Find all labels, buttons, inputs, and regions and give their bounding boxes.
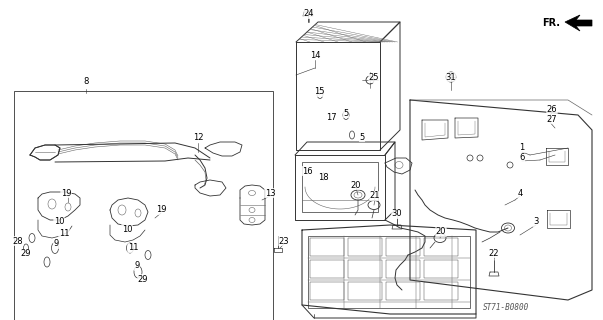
Text: 29: 29 bbox=[21, 250, 31, 259]
Text: 9: 9 bbox=[54, 239, 58, 249]
Text: 18: 18 bbox=[318, 172, 328, 181]
Bar bbox=[302, 162, 378, 212]
Bar bbox=[424, 260, 458, 278]
Text: 19: 19 bbox=[156, 205, 166, 214]
Bar bbox=[348, 282, 382, 300]
Bar bbox=[348, 260, 382, 278]
Bar bbox=[386, 260, 420, 278]
Bar bbox=[386, 282, 420, 300]
Bar bbox=[308, 236, 470, 308]
Text: 23: 23 bbox=[279, 236, 289, 245]
Text: 13: 13 bbox=[265, 188, 276, 197]
Text: 11: 11 bbox=[58, 228, 69, 237]
Text: 4: 4 bbox=[517, 188, 523, 197]
Text: 25: 25 bbox=[369, 74, 379, 83]
Text: ST71-B0800: ST71-B0800 bbox=[483, 303, 529, 313]
Bar bbox=[310, 238, 344, 256]
Bar bbox=[386, 238, 420, 256]
Text: 31: 31 bbox=[446, 73, 456, 82]
Text: 10: 10 bbox=[54, 218, 65, 227]
Text: 6: 6 bbox=[519, 154, 525, 163]
Text: 1: 1 bbox=[519, 143, 525, 153]
Text: 11: 11 bbox=[128, 244, 138, 252]
Text: 20: 20 bbox=[351, 180, 361, 189]
Bar bbox=[424, 282, 458, 300]
Bar bbox=[14, 91, 273, 320]
Text: 14: 14 bbox=[310, 51, 320, 60]
Bar bbox=[424, 238, 458, 256]
Text: 19: 19 bbox=[61, 188, 71, 197]
Text: 9: 9 bbox=[134, 261, 140, 270]
Text: 17: 17 bbox=[326, 114, 336, 123]
Bar bbox=[348, 238, 382, 256]
Bar bbox=[310, 260, 344, 278]
Text: 8: 8 bbox=[83, 76, 89, 85]
Text: 20: 20 bbox=[436, 228, 446, 236]
Text: 5: 5 bbox=[343, 108, 349, 117]
Text: 15: 15 bbox=[314, 87, 324, 97]
Polygon shape bbox=[565, 15, 592, 31]
Text: 16: 16 bbox=[302, 166, 312, 175]
Text: 28: 28 bbox=[13, 236, 24, 245]
Text: 26: 26 bbox=[547, 105, 557, 114]
Bar bbox=[310, 282, 344, 300]
Text: 5: 5 bbox=[359, 132, 365, 141]
Text: 22: 22 bbox=[489, 249, 499, 258]
Text: 29: 29 bbox=[137, 275, 148, 284]
Text: 10: 10 bbox=[122, 225, 132, 234]
Text: 12: 12 bbox=[193, 133, 203, 142]
Text: 21: 21 bbox=[370, 191, 380, 201]
Text: FR.: FR. bbox=[542, 18, 560, 28]
Text: 30: 30 bbox=[392, 210, 402, 219]
Text: 3: 3 bbox=[533, 218, 538, 227]
Text: 27: 27 bbox=[547, 115, 557, 124]
Text: 24: 24 bbox=[304, 10, 314, 19]
